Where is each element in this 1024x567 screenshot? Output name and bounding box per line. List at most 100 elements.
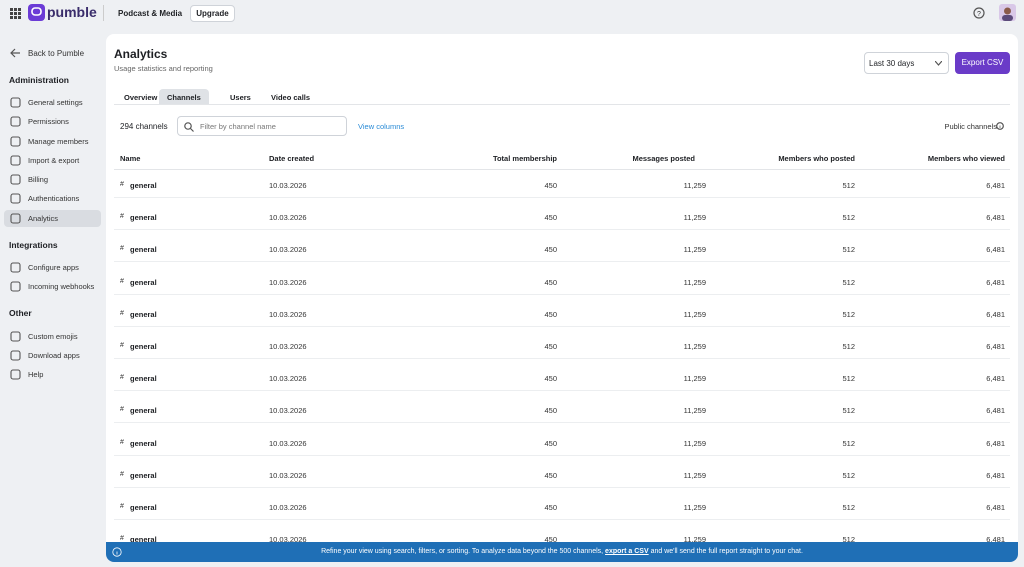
cell: 512 xyxy=(842,406,855,416)
hash-icon: # xyxy=(120,470,124,478)
menu-item[interactable]: Permissions xyxy=(28,117,69,126)
channel-name: general xyxy=(130,470,157,480)
row-divider xyxy=(114,358,1010,359)
cell: 450 xyxy=(544,309,557,319)
menu-item[interactable]: Configure apps xyxy=(28,263,79,272)
menu-icon xyxy=(10,369,21,380)
back-link[interactable]: Back to Pumble xyxy=(28,49,85,58)
tab[interactable]: Overview xyxy=(124,93,158,102)
cell: 512 xyxy=(842,535,855,545)
section-title: Administration xyxy=(9,75,69,85)
back-icon xyxy=(10,48,20,58)
cell: 450 xyxy=(544,535,557,545)
menu-item[interactable]: Incoming webhooks xyxy=(28,282,95,291)
range-dropdown[interactable]: Last 30 days xyxy=(864,52,949,74)
cell: 10.03.2026 xyxy=(269,406,307,416)
cell: 10.03.2026 xyxy=(269,342,307,351)
export-button[interactable]: Export CSV xyxy=(955,52,1010,74)
cell: 6,481 xyxy=(986,245,1005,255)
column-header[interactable]: Name xyxy=(120,154,141,163)
cell: 512 xyxy=(842,470,855,480)
hash-icon: # xyxy=(120,309,124,317)
menu-item[interactable]: Analytics xyxy=(28,214,59,223)
hash-icon: # xyxy=(120,438,124,446)
menu-item[interactable]: Import & export xyxy=(28,156,80,165)
cell: 450 xyxy=(544,438,557,448)
cell: 6,481 xyxy=(986,342,1005,351)
cell: 6,481 xyxy=(986,277,1005,287)
help-icon[interactable]: ? xyxy=(973,7,985,19)
cell: 450 xyxy=(544,181,557,190)
cell: 6,481 xyxy=(986,181,1005,190)
column-header[interactable]: Date created xyxy=(269,154,315,163)
main-panel: Analytics Usage statistics and reporting… xyxy=(106,34,1018,562)
cell: 11,259 xyxy=(683,535,706,545)
cell: 11,259 xyxy=(683,245,706,255)
menu-item[interactable]: Authentications xyxy=(28,194,80,203)
hash-icon: # xyxy=(120,374,124,382)
cell: 6,481 xyxy=(986,503,1005,512)
upgrade-button[interactable]: Upgrade xyxy=(190,5,235,22)
channel-name: general xyxy=(130,535,157,545)
column-header[interactable]: Messages posted xyxy=(632,154,695,163)
avatar[interactable] xyxy=(999,4,1016,21)
cell: 10.03.2026 xyxy=(269,470,307,480)
menu-item-selected-bg xyxy=(4,210,101,227)
cell: 512 xyxy=(842,245,855,255)
cell: 10.03.2026 xyxy=(269,181,307,190)
banner-text: and we'll send the full report straight … xyxy=(650,548,803,555)
cell: 10.03.2026 xyxy=(269,535,307,545)
cell: 6,481 xyxy=(986,213,1005,223)
logo[interactable]: pumble xyxy=(47,4,97,20)
cell: 11,259 xyxy=(683,181,706,190)
info-banner: Refine your view using search, filters, … xyxy=(106,542,1018,562)
cell: 450 xyxy=(544,406,557,416)
page-subtitle: Usage statistics and reporting xyxy=(114,64,213,73)
cell: 512 xyxy=(842,181,855,190)
apps-grid-icon[interactable] xyxy=(10,8,21,19)
menu-item[interactable]: General settings xyxy=(28,98,83,107)
channel-count: 294 channels xyxy=(120,122,168,131)
row-divider xyxy=(114,486,1010,488)
cell: 11,259 xyxy=(683,374,706,384)
channel-name: general xyxy=(130,181,157,190)
cell: 512 xyxy=(842,342,855,351)
tab[interactable]: Video calls xyxy=(271,93,311,102)
tab[interactable]: Channels xyxy=(159,89,209,104)
menu-icon xyxy=(10,331,21,342)
search-box[interactable]: Filter by channel name xyxy=(177,116,347,136)
cell: 450 xyxy=(544,213,557,223)
cell: 450 xyxy=(544,503,557,512)
column-header[interactable]: Members who posted xyxy=(778,154,855,163)
menu-item[interactable]: Billing xyxy=(28,175,49,184)
view-columns-link[interactable]: View columns xyxy=(358,122,405,131)
row-divider xyxy=(114,229,1010,231)
menu-item[interactable]: Manage members xyxy=(28,137,89,146)
column-header[interactable]: Total membership xyxy=(492,154,557,163)
menu-item[interactable]: Help xyxy=(28,370,44,379)
cell: 450 xyxy=(544,470,557,480)
cell: 11,259 xyxy=(683,277,706,287)
menu-item[interactable]: Download apps xyxy=(28,351,80,360)
row-divider xyxy=(114,390,1010,392)
cell: 10.03.2026 xyxy=(269,438,307,448)
workspace-name[interactable]: Podcast & Media xyxy=(118,9,183,18)
banner-link[interactable]: export a CSV xyxy=(605,548,649,555)
tab[interactable]: Users xyxy=(230,93,251,102)
menu-icon xyxy=(10,193,21,204)
column-header[interactable]: Members who viewed xyxy=(927,154,1005,163)
menu-icon xyxy=(10,213,21,224)
section-title: Integrations xyxy=(9,240,58,250)
search-icon xyxy=(184,122,194,132)
menu-icon xyxy=(10,281,21,292)
channel-filter[interactable]: Public channels xyxy=(944,122,997,131)
row-divider xyxy=(114,454,1010,456)
hash-icon: # xyxy=(120,503,124,510)
menu-item[interactable]: Custom emojis xyxy=(28,332,78,341)
cell: 11,259 xyxy=(683,309,706,319)
channel-name: general xyxy=(130,374,157,384)
info-icon xyxy=(996,122,1004,130)
search-placeholder: Filter by channel name xyxy=(200,122,276,131)
cell: 512 xyxy=(842,503,855,512)
